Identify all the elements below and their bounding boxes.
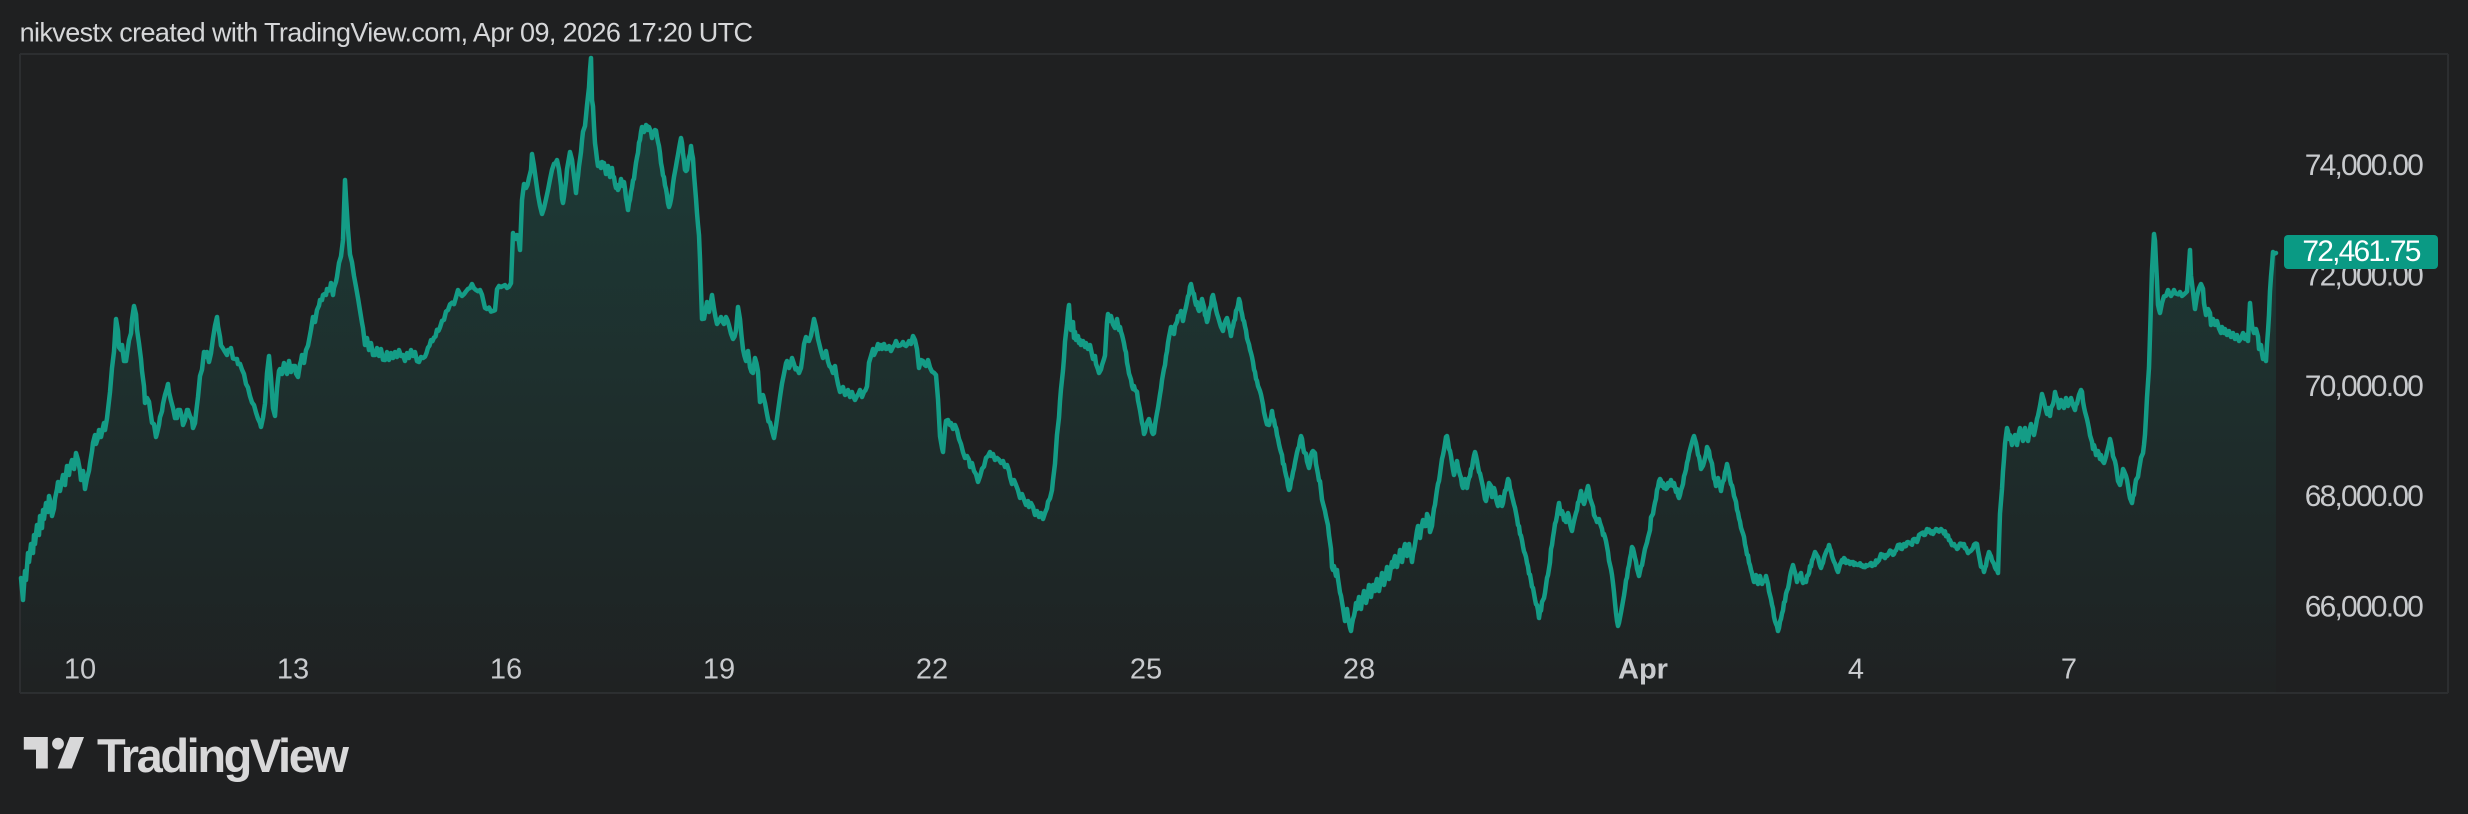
svg-text:16: 16 <box>490 654 522 686</box>
svg-text:28: 28 <box>1343 654 1375 686</box>
svg-text:22: 22 <box>916 654 948 686</box>
svg-text:4: 4 <box>1848 654 1864 686</box>
svg-text:19: 19 <box>703 654 735 686</box>
svg-text:7: 7 <box>2061 654 2077 686</box>
svg-text:66,000.00: 66,000.00 <box>2305 590 2423 623</box>
svg-text:74,000.00: 74,000.00 <box>2305 149 2423 182</box>
svg-text:nikvestx created with TradingV: nikvestx created with TradingView.com, A… <box>20 18 753 48</box>
svg-text:25: 25 <box>1130 654 1162 686</box>
svg-text:10: 10 <box>64 654 96 686</box>
svg-text:68,000.00: 68,000.00 <box>2305 480 2423 513</box>
svg-text:13: 13 <box>277 654 309 686</box>
svg-text:TradingView: TradingView <box>97 729 349 782</box>
svg-text:72,461.75: 72,461.75 <box>2302 235 2420 268</box>
svg-text:Apr: Apr <box>1618 654 1668 686</box>
svg-text:70,000.00: 70,000.00 <box>2305 370 2423 403</box>
